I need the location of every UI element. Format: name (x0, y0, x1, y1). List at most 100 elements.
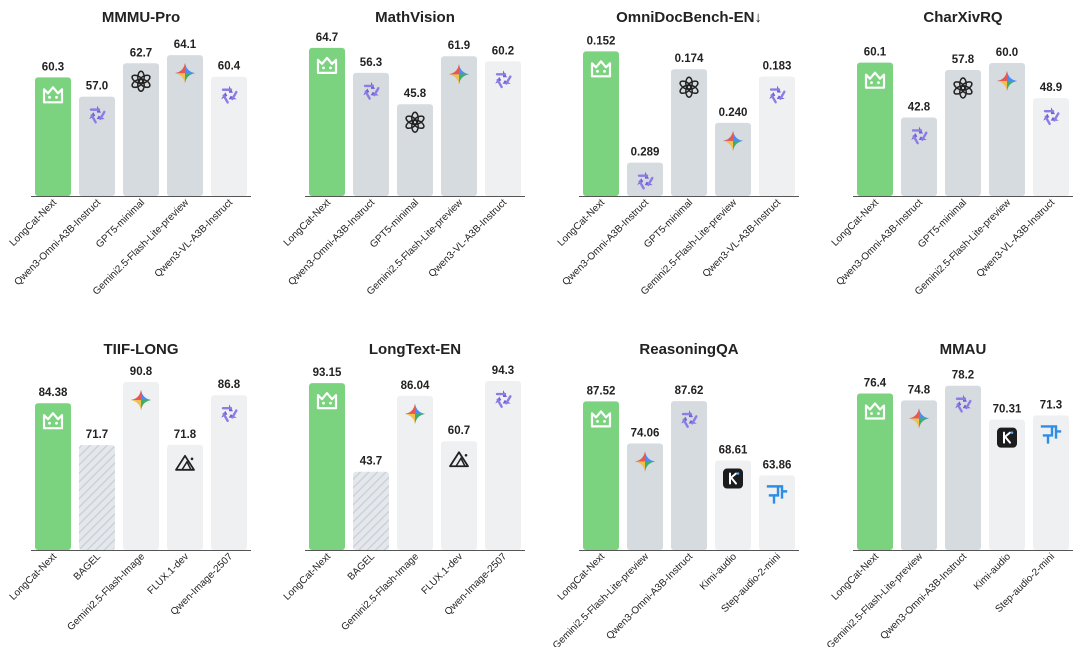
value-label: 93.15 (313, 367, 342, 379)
chart-panel-5: LongText-EN 93.15 LongCat-Next 43.7 BAGEL 86.… (282, 341, 525, 633)
value-label: 84.38 (39, 387, 68, 399)
qwen-icon (769, 85, 786, 104)
qwen-icon (1043, 107, 1060, 126)
gemini-icon (405, 403, 425, 424)
longcat-icon (42, 86, 64, 104)
category-label: FLUX.1-dev (420, 551, 466, 597)
value-label: 68.61 (719, 445, 748, 457)
bar-qwen3-vl-a3b-instruct (485, 61, 521, 197)
flux-icon (449, 451, 469, 468)
step-icon (766, 485, 788, 504)
gemini-icon (635, 451, 655, 472)
kimi-icon (997, 427, 1017, 448)
value-label: 71.7 (86, 429, 108, 441)
gemini-icon (997, 71, 1017, 91)
bar-qwen3-omni-a3b-instruct (901, 117, 937, 196)
bar-flux-1-dev (441, 441, 477, 550)
longcat-icon (316, 392, 338, 410)
category-label: Qwen3-VL-A3B-Instruct (153, 197, 236, 280)
openai-icon (131, 70, 151, 93)
bar-longcat-next (857, 62, 893, 196)
category-label: BAGEL (72, 551, 104, 583)
qwen-icon (221, 404, 238, 423)
value-label: 61.9 (448, 40, 470, 52)
bar-qwen3-omni-a3b-instruct (79, 96, 115, 196)
bar-qwen3-omni-a3b-instruct (945, 385, 981, 550)
chart-title: ReasoningQA (639, 341, 738, 358)
category-label: LongCat-Next (282, 551, 334, 603)
flux-icon (175, 454, 195, 471)
value-label: 78.2 (952, 370, 974, 382)
category-label: Qwen3-Omni-A3B-Instruct (878, 551, 969, 642)
value-label: 63.86 (763, 459, 792, 471)
value-label: 64.1 (174, 39, 197, 51)
gemini-icon (723, 130, 743, 151)
bar-gpt5-minimal (671, 69, 707, 196)
chart-panel-6: ReasoningQA87.52LongCat-Next74.06Gemini2… (551, 341, 799, 647)
category-label: Gemini2.5-Flash-Image (339, 551, 421, 633)
bar-longcat-next (583, 401, 619, 550)
category-label: Qwen3-Omni-A3B-Instruct (12, 197, 103, 288)
qwen-icon (363, 81, 380, 100)
category-label: FLUX.1-dev (146, 551, 192, 597)
category-label: Qwen3-VL-A3B-Instruct (701, 197, 784, 280)
value-label: 94.3 (492, 365, 514, 377)
bar-gemini2-5-flash-lite-preview (167, 55, 203, 196)
value-label: 60.4 (218, 61, 241, 73)
qwen-icon (495, 70, 512, 89)
bar-step-audio-2-mini (1033, 415, 1069, 550)
value-label: 0.174 (675, 53, 704, 65)
qwen-icon (681, 410, 698, 428)
bar-qwen3-omni-a3b-instruct (353, 72, 389, 196)
bar-qwen3-omni-a3b-instruct (627, 162, 663, 196)
gemini-icon (449, 64, 469, 85)
longcat-icon (864, 402, 886, 420)
chart-panel-0: MMMU-Pro60.3LongCat-Next57.0Qwen3-Omni-A… (8, 9, 251, 297)
qwen-icon (221, 85, 238, 104)
chart-title: MathVision (375, 9, 455, 26)
value-label: 74.06 (631, 427, 660, 439)
value-label: 74.8 (908, 384, 931, 396)
value-label: 70.31 (993, 404, 1022, 416)
value-label: 48.9 (1040, 82, 1062, 94)
value-label: 64.7 (316, 32, 338, 44)
chart-panel-1: MathVision64.7LongCat-Next56.3Qwen3-Omni… (282, 9, 525, 297)
value-label: 0.289 (631, 147, 660, 159)
chart-title: CharXivRQ (923, 9, 1003, 26)
bar-gemini2-5-flash-lite-preview (627, 443, 663, 550)
category-label: Gemini2.5-Flash-Image (65, 551, 147, 633)
longcat-icon (42, 412, 64, 430)
value-label: 86.04 (401, 380, 430, 392)
category-label: Qwen3-VL-A3B-Instruct (975, 197, 1058, 280)
longcat-icon (316, 56, 338, 74)
value-label: 0.240 (719, 107, 748, 119)
qwen-icon (89, 105, 106, 124)
value-label: 60.7 (448, 425, 470, 437)
bar-qwen3-vl-a3b-instruct (759, 76, 795, 196)
longcat-icon (590, 60, 612, 78)
longcat-icon (864, 71, 886, 89)
value-label: 57.0 (86, 81, 108, 93)
value-label: 71.3 (1040, 399, 1062, 411)
value-label: 45.8 (404, 88, 427, 100)
category-label: Qwen3-Omni-A3B-Instruct (604, 551, 695, 642)
chart-title: MMAU (940, 341, 987, 358)
chart-title: LongText-EN (369, 341, 461, 358)
value-label: 87.52 (587, 385, 616, 397)
category-label: Qwen3-Omni-A3B-Instruct (560, 197, 651, 288)
value-label: 0.152 (587, 35, 616, 47)
bar-qwen-image-2507 (211, 395, 247, 550)
value-label: 60.1 (864, 47, 887, 59)
bar-qwen3-vl-a3b-instruct (1033, 98, 1069, 196)
value-label: 60.0 (996, 47, 1018, 59)
kimi-icon (723, 468, 743, 489)
category-label: Kimi-audio (972, 551, 1013, 592)
bar-gpt5-minimal (123, 63, 159, 196)
bar-step-audio-2-mini (759, 475, 795, 550)
chart-panel-4: TIIF-LONG 84.38 LongCat-Next 71.7 BAGEL 90.8 G… (8, 341, 251, 633)
chart-panel-2: OmniDocBench-EN↓0.152LongCat-Next0.289Qw… (556, 9, 799, 297)
category-label: LongCat-Next (8, 551, 60, 603)
category-label: Qwen3-Omni-A3B-Instruct (286, 197, 377, 288)
chart-title: TIIF-LONG (104, 341, 179, 358)
